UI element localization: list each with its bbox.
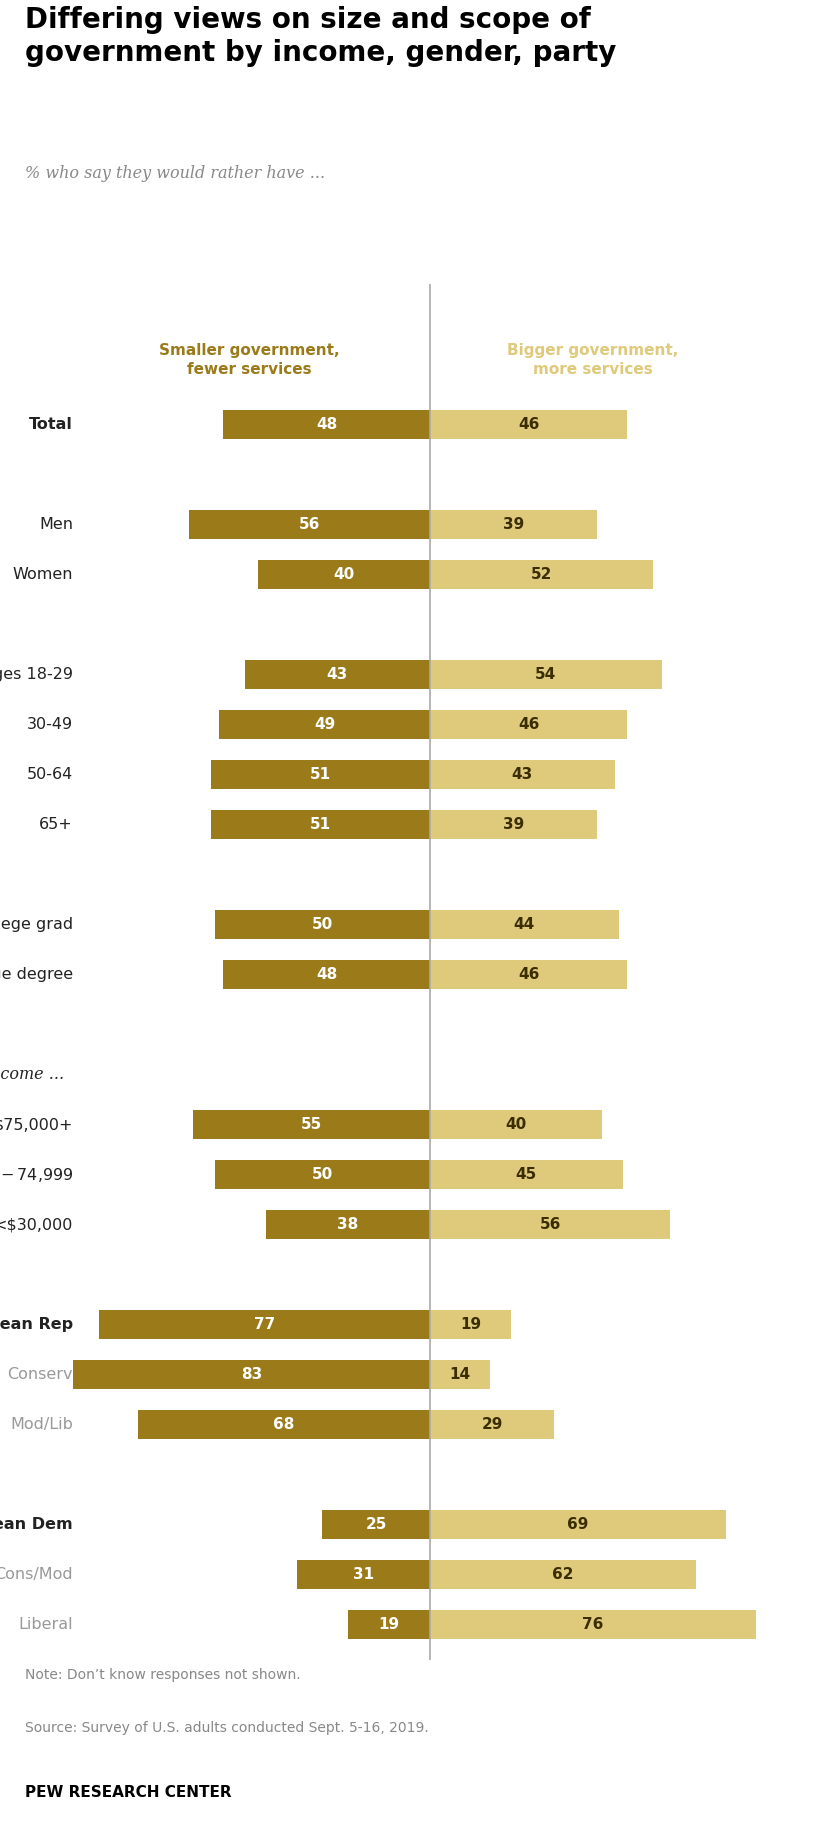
Text: $30,000-$74,999: $30,000-$74,999	[0, 1166, 73, 1183]
Text: Smaller government,
fewer services: Smaller government, fewer services	[159, 343, 339, 376]
Bar	[430, 559, 653, 589]
Bar	[430, 710, 628, 739]
Text: % who say they would rather have ...: % who say they would rather have ...	[25, 165, 325, 182]
Bar	[430, 660, 662, 690]
Text: 46: 46	[518, 717, 540, 732]
Text: 50-64: 50-64	[27, 767, 73, 781]
Text: 52: 52	[530, 567, 552, 581]
Text: 44: 44	[514, 917, 535, 932]
Text: 14: 14	[449, 1366, 470, 1383]
Bar	[430, 1509, 727, 1539]
Bar	[430, 1161, 623, 1188]
Text: 55: 55	[301, 1117, 322, 1132]
Text: 43: 43	[327, 668, 348, 682]
Text: 48: 48	[316, 416, 337, 431]
Text: Cons/Mod: Cons/Mod	[0, 1568, 73, 1583]
Text: 56: 56	[298, 517, 320, 532]
Text: Women: Women	[13, 567, 73, 581]
Bar	[323, 1509, 430, 1539]
Text: Differing views on size and scope of
government by income, gender, party: Differing views on size and scope of gov…	[25, 6, 617, 68]
Bar	[215, 1161, 430, 1188]
Bar	[194, 1110, 430, 1139]
Text: Total: Total	[29, 416, 73, 431]
Bar	[215, 910, 430, 939]
Bar	[430, 759, 614, 789]
Text: 68: 68	[273, 1418, 294, 1432]
Text: $75,000+: $75,000+	[0, 1117, 73, 1132]
Bar	[430, 959, 628, 989]
Text: 25: 25	[365, 1517, 386, 1531]
Bar	[430, 1110, 602, 1139]
Text: 62: 62	[552, 1568, 574, 1583]
Bar	[430, 1561, 696, 1590]
Bar	[210, 759, 430, 789]
Bar	[266, 1210, 430, 1240]
Text: Rep/Lean Rep: Rep/Lean Rep	[0, 1317, 73, 1331]
Text: 30-49: 30-49	[27, 717, 73, 732]
Text: PEW RESEARCH CENTER: PEW RESEARCH CENTER	[25, 1784, 232, 1801]
Text: 76: 76	[582, 1618, 603, 1632]
Text: 48: 48	[316, 967, 337, 981]
Bar	[430, 1610, 757, 1640]
Text: 19: 19	[378, 1618, 400, 1632]
Text: 19: 19	[460, 1317, 481, 1331]
Bar	[73, 1361, 430, 1388]
Text: 77: 77	[254, 1317, 275, 1331]
Text: Family income ...: Family income ...	[0, 1066, 65, 1084]
Text: Dem/Lean Dem: Dem/Lean Dem	[0, 1517, 73, 1531]
Bar	[210, 811, 430, 838]
Text: 40: 40	[505, 1117, 526, 1132]
Text: No college degree: No college degree	[0, 967, 73, 981]
Text: Mod/Lib: Mod/Lib	[10, 1418, 73, 1432]
Text: 51: 51	[309, 816, 331, 833]
Text: 50: 50	[312, 917, 333, 932]
Text: Men: Men	[39, 517, 73, 532]
Bar	[430, 1410, 555, 1440]
Bar	[430, 1361, 490, 1388]
Text: 51: 51	[309, 767, 331, 781]
Bar	[258, 559, 430, 589]
Text: Liberal: Liberal	[18, 1618, 73, 1632]
Bar	[245, 660, 430, 690]
Text: Note: Don’t know responses not shown.: Note: Don’t know responses not shown.	[25, 1669, 301, 1682]
Text: 31: 31	[353, 1568, 374, 1583]
Text: <$30,000: <$30,000	[0, 1218, 73, 1232]
Text: 46: 46	[518, 416, 540, 431]
Text: 56: 56	[540, 1218, 561, 1232]
Bar	[99, 1309, 430, 1339]
Text: 65+: 65+	[39, 816, 73, 833]
Bar	[224, 409, 430, 438]
Bar	[224, 959, 430, 989]
Bar	[430, 811, 597, 838]
Text: 39: 39	[503, 517, 524, 532]
Text: College grad: College grad	[0, 917, 73, 932]
Text: 83: 83	[241, 1366, 262, 1383]
Bar	[348, 1610, 430, 1640]
Text: 29: 29	[481, 1418, 503, 1432]
Text: 46: 46	[518, 967, 540, 981]
Bar	[137, 1410, 430, 1440]
Bar	[189, 510, 430, 539]
Text: 38: 38	[338, 1218, 359, 1232]
Text: 43: 43	[511, 767, 533, 781]
Text: 54: 54	[535, 668, 556, 682]
Text: 40: 40	[334, 567, 354, 581]
Bar	[297, 1561, 430, 1590]
Text: 39: 39	[503, 816, 524, 833]
Text: Bigger government,
more services: Bigger government, more services	[507, 343, 679, 376]
Text: 50: 50	[312, 1166, 333, 1183]
Text: 45: 45	[516, 1166, 537, 1183]
Bar	[430, 1309, 511, 1339]
Bar	[430, 910, 618, 939]
Bar	[220, 710, 430, 739]
Text: Source: Survey of U.S. adults conducted Sept. 5-16, 2019.: Source: Survey of U.S. adults conducted …	[25, 1720, 429, 1735]
Bar	[430, 510, 597, 539]
Bar	[430, 1210, 670, 1240]
Bar	[430, 409, 628, 438]
Text: 69: 69	[567, 1517, 588, 1531]
Text: Ages 18-29: Ages 18-29	[0, 668, 73, 682]
Text: 49: 49	[314, 717, 335, 732]
Text: Conserv: Conserv	[8, 1366, 73, 1383]
